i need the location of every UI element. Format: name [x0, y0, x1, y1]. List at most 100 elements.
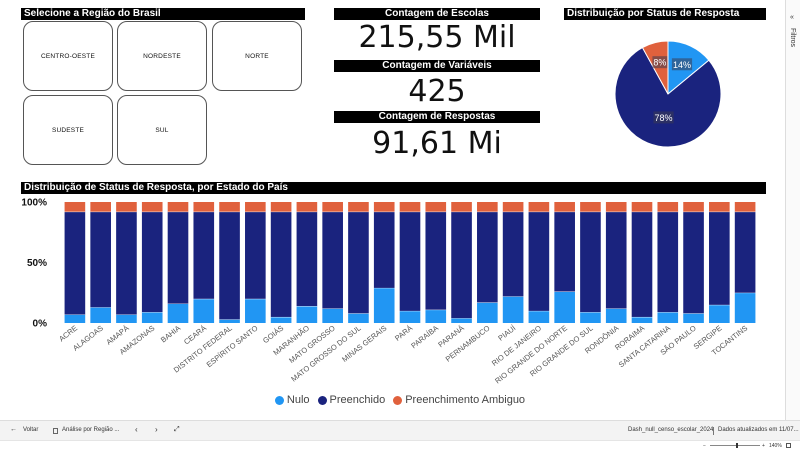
region-button-sudeste[interactable]: SUDESTE — [23, 95, 113, 165]
bar-segment-preenchido[interactable] — [167, 211, 189, 304]
region-button-norte[interactable]: NORTE — [212, 21, 302, 91]
pie-slice-preenchido[interactable] — [614, 46, 722, 148]
zoom-slider-thumb[interactable] — [736, 443, 738, 448]
bar-segment-preenchimento-ambiguo[interactable] — [683, 202, 704, 212]
bar-segment-nulo[interactable] — [90, 307, 111, 323]
bar-segment-preenchimento-ambiguo[interactable] — [245, 202, 266, 212]
bar-segment-preenchimento-ambiguo[interactable] — [451, 202, 472, 212]
bar-segment-preenchimento-ambiguo[interactable] — [219, 202, 240, 212]
bar-segment-nulo[interactable] — [116, 314, 137, 323]
fit-page-icon[interactable] — [786, 443, 791, 448]
bar-segment-preenchido[interactable] — [116, 211, 137, 315]
bar-segment-preenchido[interactable] — [502, 211, 524, 297]
bar-segment-preenchimento-ambiguo[interactable] — [709, 202, 730, 212]
bar-segment-preenchimento-ambiguo[interactable] — [554, 202, 575, 212]
bar-segment-nulo[interactable] — [373, 287, 395, 323]
bar-segment-nulo[interactable] — [193, 298, 215, 323]
bar-segment-preenchimento-ambiguo[interactable] — [580, 202, 601, 212]
bar-segment-preenchido[interactable] — [348, 211, 369, 314]
bar-segment-preenchido[interactable] — [245, 211, 266, 299]
bar-segment-preenchimento-ambiguo[interactable] — [348, 202, 369, 212]
bar-segment-nulo[interactable] — [425, 309, 447, 323]
bar-segment-nulo[interactable] — [605, 308, 627, 323]
legend-item-ambiguo[interactable]: Preenchimento Ambiguo — [393, 394, 525, 406]
bar-segment-preenchimento-ambiguo[interactable] — [270, 202, 292, 212]
bar-segment-preenchido[interactable] — [270, 211, 292, 317]
zoom-out-button[interactable]: − — [703, 443, 706, 449]
region-button-sul[interactable]: SUL — [117, 95, 207, 165]
collapse-chevron-icon[interactable]: « — [790, 14, 794, 21]
bar-segment-nulo[interactable] — [322, 308, 343, 323]
filters-pane[interactable]: « Filtros — [785, 0, 800, 420]
bar-segment-nulo[interactable] — [528, 310, 550, 323]
legend-item-nulo[interactable]: Nulo — [274, 394, 310, 406]
bar-segment-preenchido[interactable] — [64, 211, 86, 315]
pie-chart[interactable]: 14% 78% 8% — [612, 38, 724, 150]
zoom-in-button[interactable]: + — [762, 443, 765, 449]
bar-segment-preenchimento-ambiguo[interactable] — [322, 202, 343, 212]
bar-segment-preenchido[interactable] — [734, 211, 756, 293]
bar-segment-preenchido[interactable] — [141, 211, 163, 313]
bar-segment-preenchido[interactable] — [657, 211, 679, 313]
bar-segment-preenchimento-ambiguo[interactable] — [425, 202, 447, 212]
bar-segment-preenchido[interactable] — [90, 211, 111, 308]
page-tab-button[interactable]: Análise por Região ... — [62, 427, 120, 433]
bar-segment-nulo[interactable] — [631, 316, 653, 323]
zoom-slider[interactable] — [710, 445, 760, 446]
bar-segment-nulo[interactable] — [657, 312, 679, 323]
bar-segment-preenchimento-ambiguo[interactable] — [631, 202, 653, 212]
bar-segment-nulo[interactable] — [554, 291, 575, 323]
bar-segment-preenchido[interactable] — [373, 211, 395, 288]
bar-segment-preenchimento-ambiguo[interactable] — [296, 202, 318, 212]
bar-segment-nulo[interactable] — [451, 318, 472, 323]
next-page-button[interactable]: › — [155, 425, 158, 434]
bar-segment-preenchimento-ambiguo[interactable] — [399, 202, 421, 212]
bar-segment-preenchimento-ambiguo[interactable] — [167, 202, 189, 212]
bar-segment-nulo[interactable] — [477, 302, 498, 323]
legend-item-preenchido[interactable]: Preenchido — [317, 394, 385, 406]
bar-segment-nulo[interactable] — [734, 292, 756, 323]
bar-segment-nulo[interactable] — [709, 304, 730, 323]
bar-segment-nulo[interactable] — [167, 303, 189, 323]
bar-segment-preenchido[interactable] — [296, 211, 318, 307]
prev-page-button[interactable]: ‹ — [135, 425, 138, 434]
bar-segment-nulo[interactable] — [245, 298, 266, 323]
bar-segment-nulo[interactable] — [348, 313, 369, 323]
region-button-nordeste[interactable]: NORDESTE — [117, 21, 207, 91]
bar-segment-preenchido[interactable] — [477, 211, 498, 303]
bar-segment-preenchido[interactable] — [709, 211, 730, 305]
filters-label[interactable]: Filtros — [789, 28, 796, 48]
bar-segment-nulo[interactable] — [296, 306, 318, 323]
bar-segment-preenchido[interactable] — [399, 211, 421, 311]
back-arrow-icon[interactable]: ← — [10, 426, 17, 433]
bar-segment-preenchimento-ambiguo[interactable] — [116, 202, 137, 212]
bar-segment-nulo[interactable] — [141, 312, 163, 323]
bar-segment-preenchido[interactable] — [219, 211, 240, 320]
bar-segment-preenchimento-ambiguo[interactable] — [64, 202, 86, 212]
bar-segment-nulo[interactable] — [580, 312, 601, 323]
back-button[interactable]: Voltar — [23, 427, 39, 433]
bar-segment-preenchimento-ambiguo[interactable] — [502, 202, 524, 212]
bar-segment-preenchimento-ambiguo[interactable] — [477, 202, 498, 212]
bar-segment-nulo[interactable] — [502, 296, 524, 323]
bar-segment-preenchimento-ambiguo[interactable] — [528, 202, 550, 212]
bar-segment-nulo[interactable] — [64, 314, 86, 323]
bar-segment-preenchimento-ambiguo[interactable] — [373, 202, 395, 212]
bar-segment-preenchido[interactable] — [631, 211, 653, 317]
bar-segment-nulo[interactable] — [399, 310, 421, 323]
bar-segment-nulo[interactable] — [219, 319, 240, 323]
bar-segment-preenchimento-ambiguo[interactable] — [193, 202, 215, 212]
bar-segment-preenchimento-ambiguo[interactable] — [734, 202, 756, 212]
bar-segment-nulo[interactable] — [683, 313, 704, 323]
bar-segment-preenchido[interactable] — [451, 211, 472, 319]
bar-segment-nulo[interactable] — [270, 316, 292, 323]
bar-segment-preenchido[interactable] — [580, 211, 601, 313]
bar-segment-preenchimento-ambiguo[interactable] — [605, 202, 627, 212]
bar-segment-preenchimento-ambiguo[interactable] — [141, 202, 163, 212]
bar-segment-preenchimento-ambiguo[interactable] — [657, 202, 679, 212]
bar-segment-preenchido[interactable] — [683, 211, 704, 314]
bar-segment-preenchido[interactable] — [605, 211, 627, 309]
bar-segment-preenchimento-ambiguo[interactable] — [90, 202, 111, 212]
bar-segment-preenchido[interactable] — [528, 211, 550, 311]
